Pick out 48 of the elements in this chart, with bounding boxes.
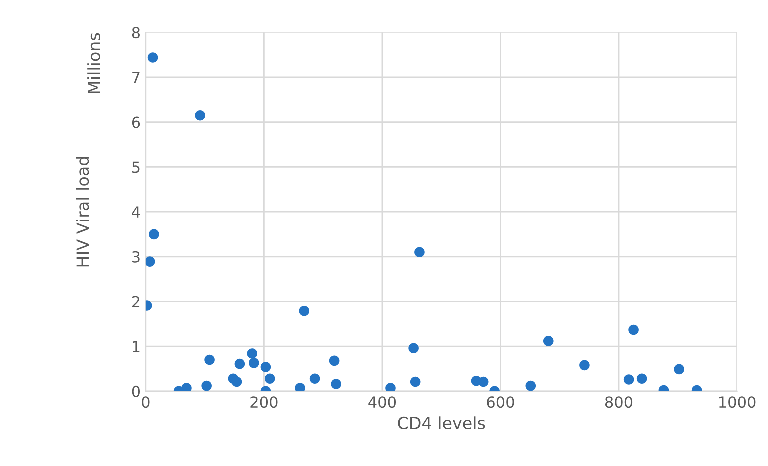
point — [264, 374, 276, 384]
point — [526, 380, 536, 392]
point — [386, 383, 396, 392]
y-axis-title: HIV Viral load — [76, 157, 90, 267]
point — [195, 110, 206, 121]
y-tick-label: 6 — [132, 116, 140, 128]
y-tick-label: 0 — [132, 386, 140, 398]
point — [674, 364, 684, 375]
x-tick-label: 600 — [487, 396, 514, 408]
x-tick-label: 0 — [142, 396, 150, 408]
y-tick-label: 2 — [132, 296, 140, 308]
point — [543, 336, 554, 346]
y-tick-label: 4 — [132, 206, 140, 218]
point — [478, 376, 489, 388]
point — [247, 348, 258, 359]
point — [148, 52, 158, 63]
point — [299, 306, 310, 316]
point — [146, 256, 156, 267]
point — [234, 358, 246, 370]
text: Millions — [88, 33, 100, 94]
y-tick-label: 1 — [133, 341, 140, 352]
x-axis-title: CD4 levels — [398, 416, 486, 430]
x-tick-label: 800 — [605, 396, 633, 408]
y-tick-label: 5 — [132, 162, 140, 174]
point — [636, 374, 648, 384]
point — [414, 247, 425, 258]
point — [182, 383, 192, 392]
point — [232, 376, 242, 388]
point — [204, 354, 215, 366]
point — [202, 380, 212, 392]
point — [331, 379, 342, 390]
x-tick-label: 1000 — [720, 396, 756, 408]
x-tick-label: 200 — [250, 396, 278, 408]
point — [624, 374, 634, 385]
point — [410, 376, 421, 388]
y-tick-label: 3 — [132, 251, 140, 263]
y-tick-label: 7 — [132, 72, 140, 84]
x-tick-label: 400 — [368, 396, 396, 408]
point — [248, 358, 260, 368]
point — [628, 324, 639, 336]
point — [408, 343, 419, 354]
point — [310, 374, 320, 384]
point — [295, 383, 306, 392]
point — [580, 360, 590, 371]
point — [149, 229, 160, 240]
y-tick-label: 8 — [132, 27, 140, 39]
point — [260, 362, 272, 372]
point — [329, 356, 340, 366]
